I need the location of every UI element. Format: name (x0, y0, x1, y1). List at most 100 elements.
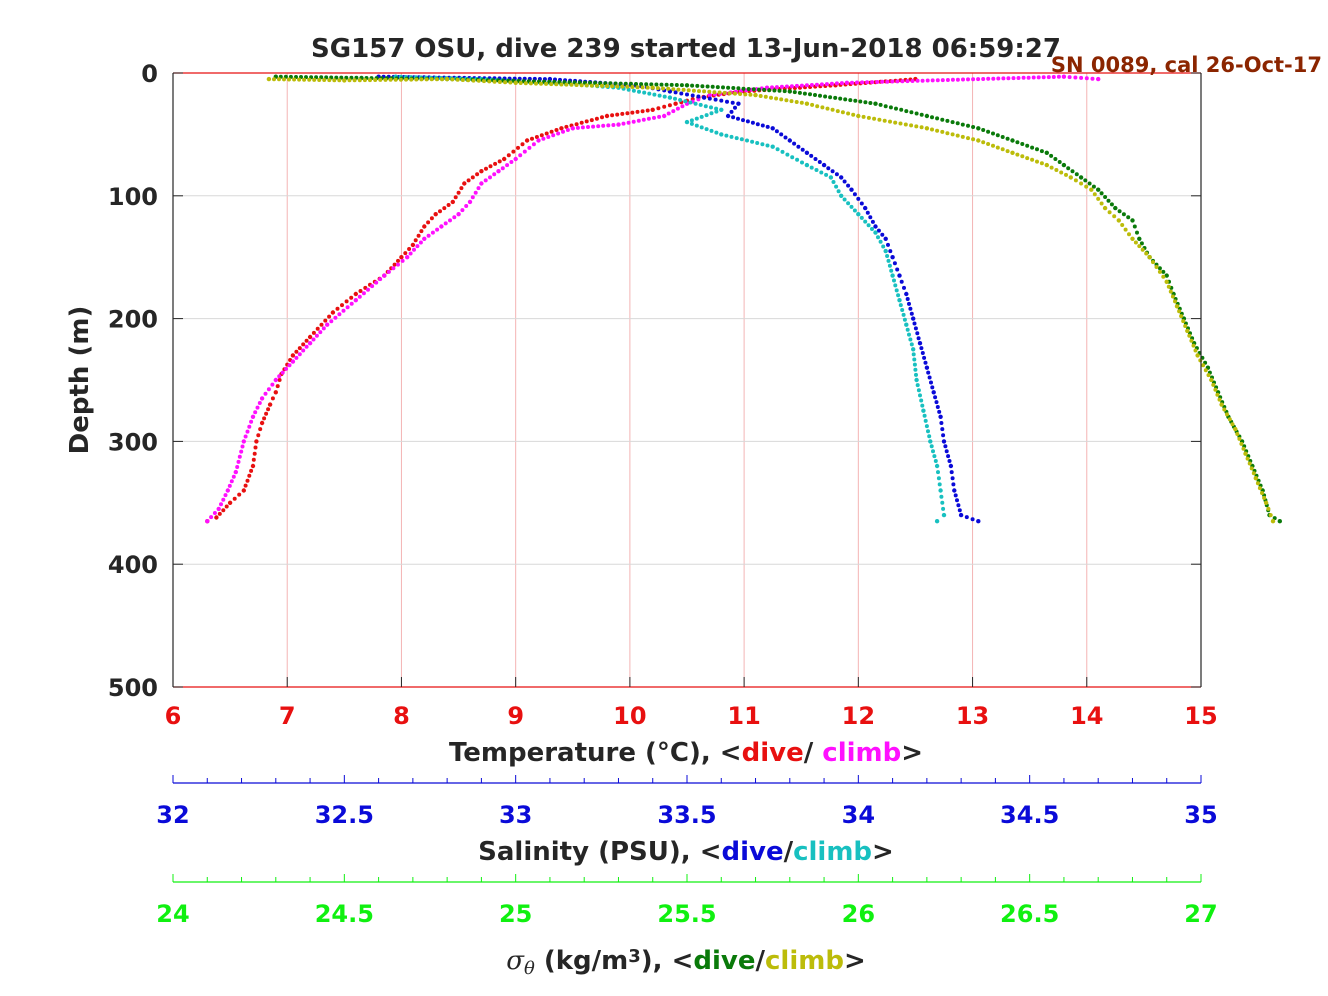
sigma_theta-climb-point (444, 76, 450, 82)
temperature-dive-point (520, 142, 525, 147)
sigma_theta-climb-point (482, 79, 486, 84)
sigma_theta-axis-title: σθ (kg/m3), <dive/climb> (506, 946, 866, 980)
sigma_theta-climb-point (272, 77, 276, 82)
salinity-climb-point (689, 118, 694, 123)
salinity-climb-point (901, 312, 906, 317)
sigma_theta-dive-point (981, 128, 986, 132)
sigma_theta-climb-point (955, 133, 960, 138)
temperature-climb-point (255, 405, 260, 410)
sigma_theta-climb-point (733, 91, 737, 96)
salinity-climb-point (642, 90, 647, 95)
sigma_theta-climb-point (497, 80, 502, 84)
temperature-tick-label: 11 (727, 702, 760, 730)
salinity-climb-point (940, 500, 945, 505)
salinity-dive-point (863, 205, 868, 211)
temperature-climb-point (318, 330, 323, 335)
axis-title-part: > (844, 946, 866, 976)
sigma_theta-dive-point (853, 98, 858, 103)
salinity-climb-point (904, 322, 909, 327)
temperature-dive-point (635, 109, 640, 114)
sigma_theta-climb-point (539, 81, 543, 86)
temperature-climb-point (212, 511, 217, 515)
temperature-climb-point (895, 79, 900, 84)
temperature-climb-point (237, 454, 242, 459)
temperature-climb-point (430, 230, 435, 235)
sigma_theta-dive-point (823, 94, 828, 99)
temperature-climb-point (241, 439, 246, 444)
temperature-climb-point (284, 366, 289, 371)
sigma_theta-climb-point (1230, 422, 1235, 427)
axis-title-part: climb (822, 738, 901, 768)
axis-title-part: ), < (641, 946, 694, 976)
temperature-dive-point (479, 169, 484, 174)
temperature-dive-point (311, 330, 316, 335)
temperature-climb-point (452, 215, 457, 220)
sigma_theta-climb-point (373, 78, 378, 82)
salinity-climb-point (714, 106, 719, 111)
salinity-dive-point (892, 261, 897, 266)
sigma_theta-climb-point (1044, 162, 1050, 168)
salinity-climb-point (836, 189, 841, 194)
salinity-climb-point (859, 215, 864, 220)
temperature-climb-point (925, 78, 930, 83)
sigma_theta-tick-label: 24.5 (315, 900, 374, 928)
sigma_theta-climb-point (1233, 426, 1238, 432)
salinity-climb-point (828, 175, 834, 180)
salinity-dive-point (917, 341, 923, 346)
salinity-dive-point (813, 157, 818, 161)
salinity-dive-point (976, 519, 981, 524)
salinity-climb-point (719, 107, 724, 113)
temperature-climb-point (266, 387, 271, 392)
sigma_theta-dive-point (731, 86, 736, 90)
sigma_theta-climb-point (784, 98, 789, 103)
salinity-climb-point (765, 143, 770, 148)
sigma_theta-climb-point (697, 89, 701, 94)
salinity-dive-point (673, 90, 678, 95)
salinity-dive-point (741, 118, 745, 123)
temperature-climb-point (955, 77, 960, 82)
salinity-dive-point (920, 351, 925, 355)
temperature-dive-point (673, 101, 678, 106)
sigma_theta-climb-point (686, 88, 691, 93)
salinity-climb-point (889, 268, 894, 273)
temperature-climb-point (227, 483, 232, 488)
sigma_theta-dive-point (736, 86, 741, 91)
salinity-climb-point (699, 114, 704, 119)
sigma_theta-climb-point (799, 100, 804, 105)
temperature-dive-point (594, 116, 599, 121)
sigma_theta-dive-point (808, 92, 812, 97)
salinity-climb-point (755, 141, 760, 145)
salinity-dive-point (927, 375, 932, 380)
temperature-climb-point (231, 474, 236, 479)
sigma_theta-dive-point (991, 131, 995, 136)
temperature-dive-point (442, 206, 447, 211)
sigma_theta-climb-point (1096, 196, 1101, 201)
sigma_theta-climb-point (440, 77, 444, 82)
sigma_theta-dive-point (1099, 191, 1104, 196)
temperature-climb-point (460, 208, 465, 213)
sigma_theta-dive-point (1117, 209, 1122, 214)
sigma_theta-dive-point (705, 84, 710, 89)
salinity-dive-point (931, 390, 936, 395)
salinity-climb-point (941, 506, 946, 511)
sigma_theta-climb-point (559, 82, 564, 87)
salinity-climb-point (863, 219, 868, 224)
salinity-climb-point (914, 377, 919, 383)
sigma_theta-dive-point (1005, 136, 1010, 141)
salinity-climb-point (688, 100, 693, 105)
salinity-dive-point (944, 449, 949, 454)
sigma_theta-climb-point (743, 92, 748, 97)
salinity-climb-point (905, 327, 910, 332)
temperature-dive-point (524, 138, 530, 143)
sigma_theta-climb-point (1206, 373, 1211, 378)
temperature-dive-point (290, 353, 296, 358)
salinity-dive-point (834, 172, 839, 177)
sigma_theta-climb-point (337, 78, 342, 83)
sigma_theta-dive-point (838, 96, 843, 101)
salinity-dive-point (792, 141, 797, 146)
salinity-dive-point (873, 224, 878, 229)
salinity-climb-point (896, 293, 901, 298)
temperature-climb-point (662, 113, 667, 119)
temperature-dive-point (539, 133, 544, 138)
